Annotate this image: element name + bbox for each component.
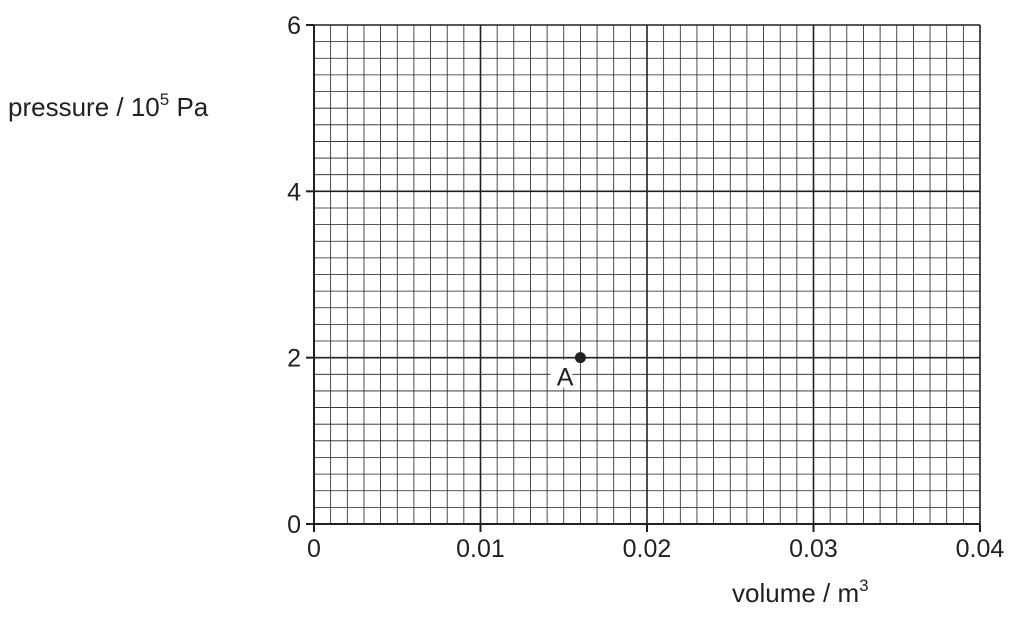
point-a-label: A — [557, 364, 574, 392]
x-tick-label: 0.02 — [623, 535, 672, 563]
y-tick-label: 0 — [287, 511, 301, 539]
data-points: A — [550, 352, 586, 392]
x-axis-label: volume / m3 — [732, 576, 869, 608]
tick-labels: 0 0.01 0.02 0.03 0.04 0 2 4 6 — [287, 12, 1004, 563]
x-tick-label: 0.04 — [956, 535, 1005, 563]
y-tick-label: 4 — [287, 178, 301, 206]
axes — [306, 24, 981, 532]
minor-gridlines — [314, 25, 980, 524]
y-tick-label: 6 — [287, 12, 301, 40]
x-tick-label: 0.01 — [456, 535, 505, 563]
x-tick-label: 0 — [307, 535, 321, 563]
point-label-background — [550, 359, 573, 388]
y-tick-label: 2 — [287, 345, 301, 373]
y-axis-label: pressure / 105 Pa — [8, 90, 209, 122]
point-a-marker — [574, 352, 586, 364]
x-tick-label: 0.03 — [789, 535, 838, 563]
